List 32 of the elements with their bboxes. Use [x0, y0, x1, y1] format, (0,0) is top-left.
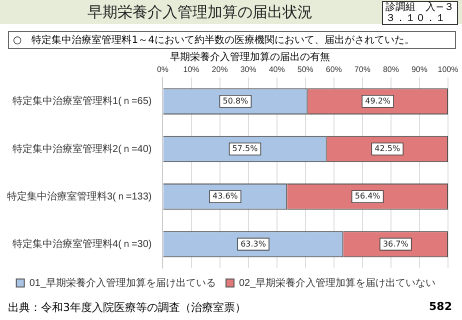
x-tick-label: 20%	[212, 65, 228, 74]
x-tick-label: 90%	[411, 65, 428, 74]
data-label: 50.8%	[222, 96, 249, 106]
data-label: 36.7%	[382, 239, 409, 248]
y-tick-label: 特定集中治療室管理料3(ｎ=133)	[6, 190, 152, 202]
text: ３．１０．１	[386, 13, 446, 24]
x-tick-label: 80%	[382, 65, 399, 74]
x-tick-label: 60%	[326, 65, 342, 74]
data-label: 49.2%	[365, 96, 391, 106]
data-label: 42.5%	[374, 144, 400, 154]
data-label: 56.4%	[354, 192, 381, 201]
x-tick-label: 50%	[297, 65, 314, 74]
x-tick-label: 70%	[354, 65, 370, 74]
legend-label: 01_早期栄養介入管理加算を届け出ている	[29, 276, 216, 289]
data-label: 63.3%	[240, 239, 266, 248]
x-tick-label: 40%	[268, 65, 285, 74]
chart-title: 早期栄養介入管理加算の届出状況	[88, 3, 312, 21]
legend-label: 02_早期栄養介入管理加算を届け出ていない	[239, 276, 436, 289]
text: 582	[429, 300, 452, 313]
chart-subtitle: 早期栄養介入管理加算の届出の有無	[169, 50, 331, 64]
x-tick-label: 100%	[438, 65, 458, 74]
y-tick-label: 特定集中治療室管理料2(ｎ=40)	[12, 142, 152, 155]
y-tick-label: 特定集中治療室管理料1(ｎ=65)	[12, 95, 152, 108]
y-tick-label: 特定集中治療室管理料4(ｎ=30)	[12, 238, 152, 250]
x-tick-label: 10%	[183, 65, 200, 74]
x-tick-label: 30%	[240, 65, 256, 74]
text: 診調組 入−３	[386, 2, 454, 13]
text: ○ 特定集中治療室管理料1～4において約半数の医療機関において、届出がされていた。	[8, 31, 456, 49]
data-label: 43.6%	[212, 192, 238, 201]
x-tick-label: 0%	[156, 65, 169, 74]
data-label: 57.5%	[232, 144, 258, 154]
source-note: 出典：令和3年度入院医療等の調査（治療室票）	[8, 300, 246, 315]
